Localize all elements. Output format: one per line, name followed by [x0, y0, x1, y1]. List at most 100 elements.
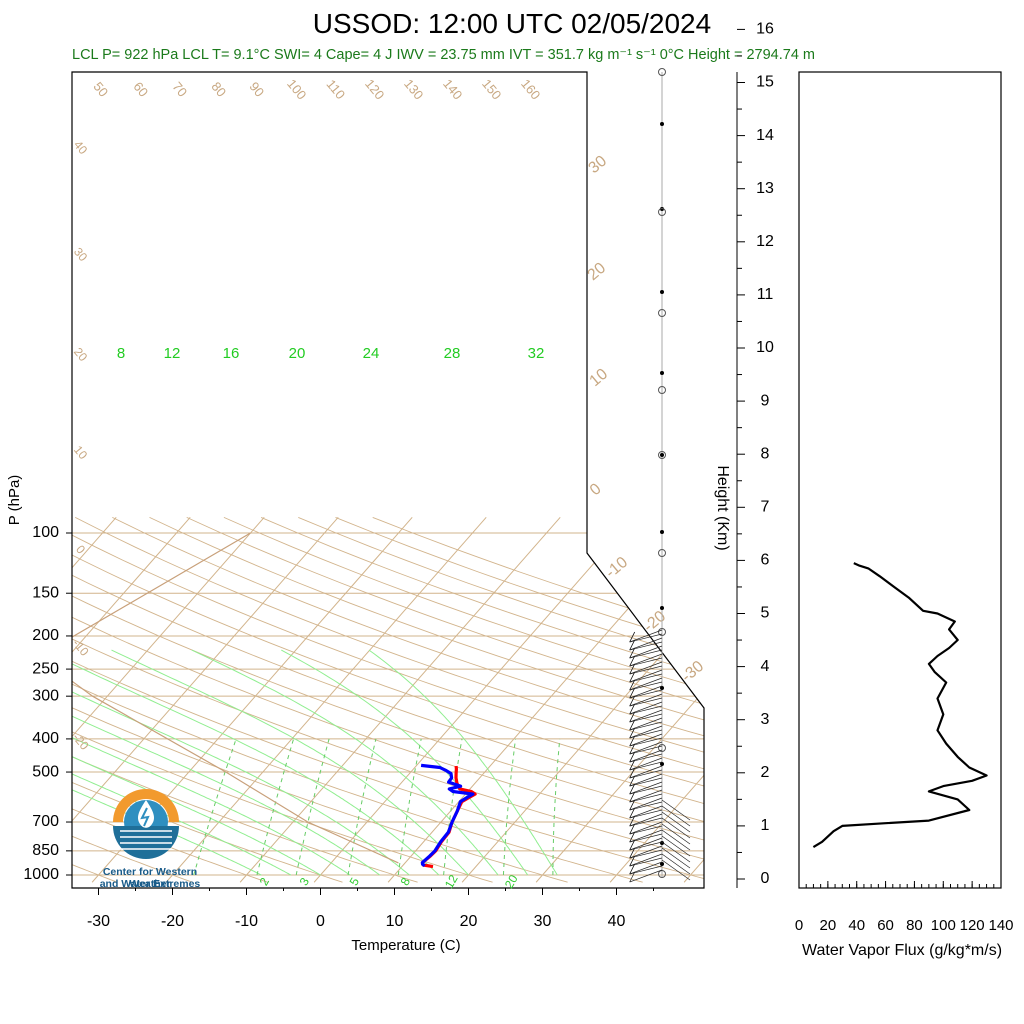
- moist-adiabat: [72, 649, 262, 876]
- moist-adiabat-label: 8: [117, 345, 125, 362]
- isotherm-label: -10: [602, 554, 631, 582]
- isotherm-label: 30: [586, 152, 611, 177]
- dry-adiabat: [72, 517, 643, 883]
- moist-adiabat: [72, 649, 410, 876]
- wind-barb: [629, 741, 663, 755]
- wind-barb: [629, 705, 663, 715]
- wind-barb: [661, 823, 691, 845]
- wind-calm-circle: [658, 68, 666, 76]
- dry-adiabat: [186, 516, 704, 883]
- wind-dot: [660, 606, 664, 610]
- wind-barb: [629, 853, 663, 867]
- moist-adiabat: [72, 649, 380, 876]
- wind-barb: [661, 859, 691, 881]
- dry-adiabat: [223, 516, 704, 883]
- height-tick-label: 14: [756, 127, 774, 144]
- wind-barb: [629, 737, 663, 747]
- isotherm-line: [758, 517, 1024, 882]
- wind-barb-flag: [629, 743, 636, 755]
- dry-adiabat: [298, 516, 704, 883]
- mixing-ratio-line: [397, 738, 422, 876]
- wind-barb: [661, 817, 691, 839]
- theta-label: 70: [169, 79, 190, 100]
- wind-barb: [629, 713, 663, 723]
- wind-barb: [629, 657, 663, 667]
- x-tick-label: -10: [235, 913, 258, 930]
- isotherm-label: 10: [587, 365, 612, 390]
- wind-barb-flag: [629, 839, 636, 851]
- wind-barb-flag: [629, 703, 636, 715]
- wind-barb-flag: [629, 631, 636, 643]
- logo-drop: [138, 800, 154, 828]
- wind-barb: [629, 773, 663, 787]
- parcel-path: [72, 532, 399, 864]
- wind-dot: [660, 371, 664, 375]
- wind-barb: [661, 799, 691, 821]
- logo-text-line2: and Water Extremes: [99, 878, 201, 890]
- wind-barb-flag: [629, 799, 636, 811]
- p-tick-label: 500: [32, 763, 59, 780]
- dry-adiabat: [112, 516, 704, 883]
- height-tick-label: 6: [761, 552, 770, 569]
- flux-x-tick-label: 80: [906, 917, 923, 934]
- wind-barb-flag: [629, 671, 636, 683]
- mixing-ratio-line: [295, 738, 330, 876]
- p-tick-label: 400: [32, 730, 59, 747]
- isotherm-line: [461, 517, 704, 883]
- isotherm-label: -30: [678, 658, 707, 686]
- dry-adiabat: [149, 516, 704, 883]
- dry-adiabat: [260, 516, 704, 883]
- height-tick-label: 4: [761, 658, 770, 675]
- wind-barb-flag: [629, 791, 636, 803]
- isotherm-line: [72, 517, 191, 883]
- skewt-border: [71, 71, 705, 889]
- logo-sun-arc: [113, 789, 179, 822]
- theta-label: 130: [401, 76, 426, 102]
- moist-adiabat: [72, 649, 440, 876]
- wind-barb: [629, 669, 663, 683]
- wind-barb: [629, 869, 663, 883]
- wind-barb: [629, 757, 663, 771]
- water-vapor-flux-panel: 0 20 40 60 80 100 120 140 Water Vapor Flux (g/kg…: [795, 71, 1014, 959]
- chart-subtitle: LCL P= 922 hPa LCL T= 9.1°C SWI= 4 Cape=…: [72, 47, 816, 63]
- wind-calm-circle: [658, 386, 666, 394]
- wind-barb: [629, 749, 663, 763]
- wind-barb: [629, 653, 663, 667]
- theta-side-label: -20: [70, 730, 92, 753]
- moist-adiabat-label: 12: [164, 345, 181, 362]
- wind-barb: [629, 777, 663, 787]
- height-tick-label: 9: [761, 392, 770, 409]
- wind-calm-circle: [658, 744, 666, 752]
- wind-barb: [629, 833, 663, 843]
- wind-barb: [629, 809, 663, 819]
- wind-barb: [629, 729, 663, 739]
- wind-barb: [629, 781, 663, 795]
- wind-barb: [629, 837, 663, 851]
- p-tick-label: 100: [32, 524, 59, 541]
- height-tick-label: 15: [756, 74, 774, 91]
- mixing-ratio-line: [552, 738, 561, 875]
- wind-barb: [629, 661, 663, 675]
- wind-barb-flag: [629, 863, 636, 875]
- wind-barb: [629, 709, 663, 723]
- skewt-labels: -30 -20 -10 0 10 20 30 401001502002503004005007…: [6, 76, 707, 954]
- isotherm-label: 0: [587, 480, 605, 499]
- theta-side-label: 20: [71, 345, 91, 364]
- wind-barb-flag: [629, 727, 636, 739]
- wind-barb: [629, 821, 663, 835]
- wind-calm-circle: [658, 549, 666, 557]
- isotherm-label: -20: [640, 608, 669, 636]
- dry-adiabat: [72, 517, 704, 883]
- moist-adiabat: [281, 649, 529, 876]
- mixing-ratio-label: 2: [257, 875, 273, 888]
- moist-adiabat-label: 32: [528, 345, 545, 362]
- height-tick-label: 8: [761, 445, 770, 462]
- mixing-ratio-line: [347, 738, 377, 876]
- flux-x-tick-label: 60: [877, 917, 894, 934]
- flux-x-tick-label: 0: [795, 917, 803, 934]
- flux-x-tick-label: 40: [848, 917, 865, 934]
- wind-barb-flag: [629, 711, 636, 723]
- wind-barb: [629, 793, 663, 803]
- theta-label: 150: [479, 76, 504, 102]
